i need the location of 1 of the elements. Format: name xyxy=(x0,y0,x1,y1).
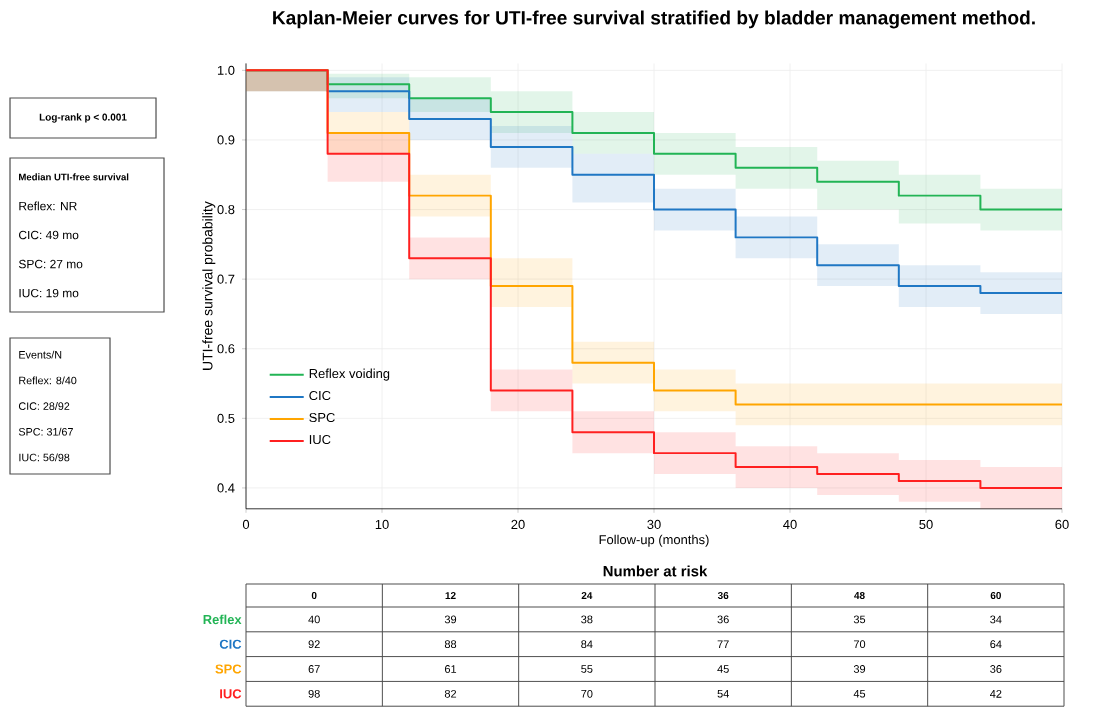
chart-title: Kaplan-Meier curves for UTI-free survival stratified by bladder management method. xyxy=(273,10,1035,29)
